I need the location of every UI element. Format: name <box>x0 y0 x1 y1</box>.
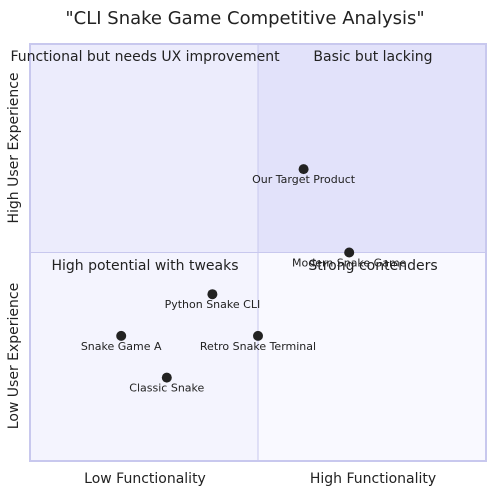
plot-border <box>29 43 487 462</box>
quadrant-bottom-right <box>258 252 486 461</box>
point-classic-snake <box>161 372 172 383</box>
quadrant-label-bottom-right: Strong contenders <box>308 258 437 274</box>
x-axis-low-label: Low Functionality <box>84 471 206 487</box>
quadrant-label-bottom-left: High potential with tweaks <box>51 258 238 274</box>
point-python-snake-cli <box>207 289 218 300</box>
point-label-python-snake-cli: Python Snake CLI <box>165 298 261 311</box>
point-snake-game-a <box>116 330 127 341</box>
point-label-snake-game-a: Snake Game A <box>81 340 162 353</box>
y-axis-high-label: High User Experience <box>6 72 22 223</box>
point-label-our-target-product: Our Target Product <box>252 173 356 186</box>
quadrant-top-left <box>30 44 258 253</box>
point-our-target-product <box>298 164 309 175</box>
point-retro-snake-terminal <box>253 330 263 341</box>
chart-title: "CLI Snake Game Competitive Analysis" <box>65 8 424 29</box>
quadrant-label-top-right: Basic but lacking <box>313 49 432 65</box>
x-axis-high-label: High Functionality <box>310 471 436 487</box>
point-label-modern-snake-game: Modern Snake Game <box>292 257 407 270</box>
data-points: Our Target Product Modern Snake Game Pytho… <box>81 164 407 395</box>
quadrant-bottom-left <box>30 252 258 461</box>
quadrant-top-right <box>258 44 486 253</box>
y-axis-low-label: Low User Experience <box>6 283 22 429</box>
point-modern-snake-game <box>344 247 355 258</box>
quadrant-label-top-left: Functional but needs UX improvement <box>10 49 280 65</box>
point-label-classic-snake: Classic Snake <box>129 382 204 395</box>
point-label-retro-snake-terminal: Retro Snake Terminal <box>200 340 316 353</box>
